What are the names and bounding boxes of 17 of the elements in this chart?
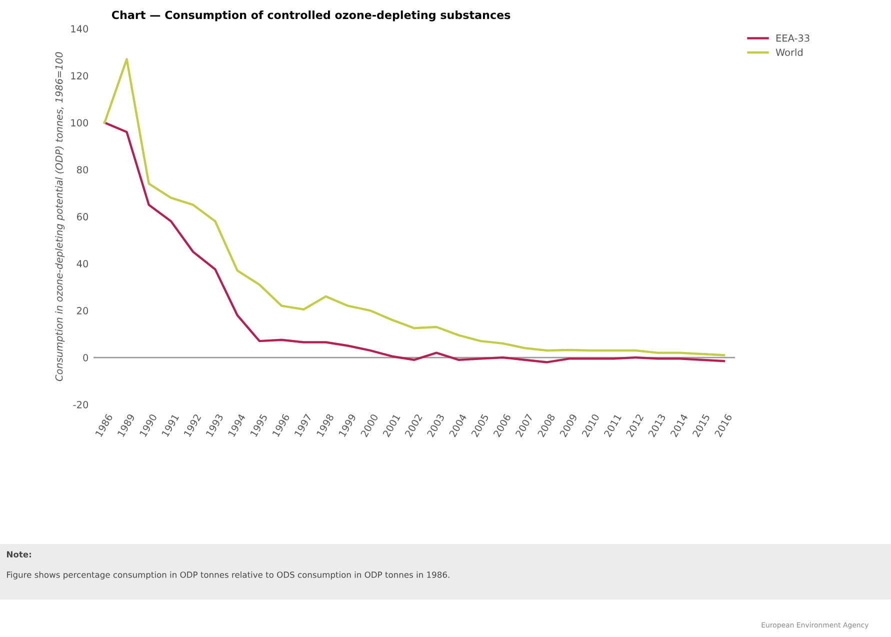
legend-label: World	[776, 48, 802, 56]
legend-label: EEA-33	[776, 34, 810, 42]
y-tick-label: -20	[73, 400, 88, 408]
chart-title: Chart — Consumption of controlled ozone-depleting substances	[112, 10, 510, 22]
y-tick-label: 120	[71, 72, 88, 80]
y-tick-label: 100	[71, 119, 88, 126]
y-tick-label: 80	[76, 166, 88, 174]
text: Note:	[7, 551, 31, 558]
line-series	[104, 122, 726, 364]
line-series	[104, 58, 726, 356]
text: Figure shows percentage consumption in ODP tonnes relative to ODS consumption in ODP tonnes in 1986.	[7, 571, 450, 580]
y-tick-label: 20	[77, 307, 88, 314]
y-tick-label: 0	[83, 354, 88, 362]
y-tick-label: 140	[71, 25, 88, 32]
y-tick-label: 60	[77, 213, 88, 220]
y-axis-title: Consumption in ozone-depleting potential (ODP) tonnes, 1986=100	[55, 52, 65, 382]
y-tick-label: 40	[76, 260, 88, 268]
